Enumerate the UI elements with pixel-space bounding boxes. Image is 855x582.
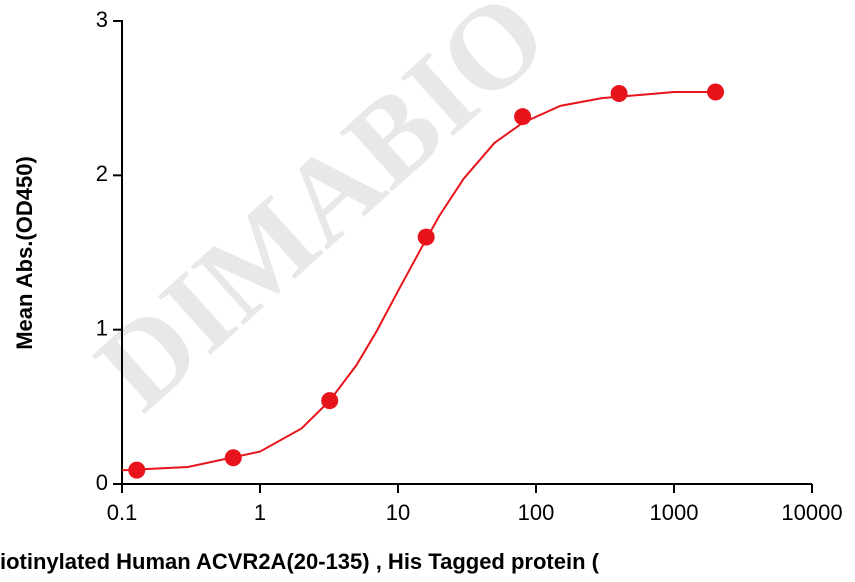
data-point — [225, 449, 242, 466]
chart: DIMABIO iotinylated Human ACVR2A(20-135)… — [0, 0, 855, 582]
x-tick-label: 10 — [386, 500, 410, 525]
y-tick-label: 3 — [96, 7, 108, 32]
y-tick-label: 2 — [96, 161, 108, 186]
data-point — [611, 85, 628, 102]
x-tick-label: 100 — [518, 500, 555, 525]
data-point — [514, 108, 531, 125]
data-point — [418, 229, 435, 246]
y-tick-label: 0 — [96, 470, 108, 495]
data-point — [321, 392, 338, 409]
data-point — [128, 462, 145, 479]
x-tick-label: 0.1 — [107, 500, 138, 525]
x-axis-title: iotinylated Human ACVR2A(20-135) , His T… — [0, 549, 600, 574]
y-tick-label: 1 — [96, 315, 108, 340]
x-tick-label: 1 — [254, 500, 266, 525]
x-tick-label: 1000 — [650, 500, 699, 525]
data-point — [707, 83, 724, 100]
watermark: DIMABIO — [71, 0, 571, 435]
y-axis-title: Mean Abs.(OD450) — [12, 156, 37, 350]
x-tick-label: 10000 — [781, 500, 842, 525]
